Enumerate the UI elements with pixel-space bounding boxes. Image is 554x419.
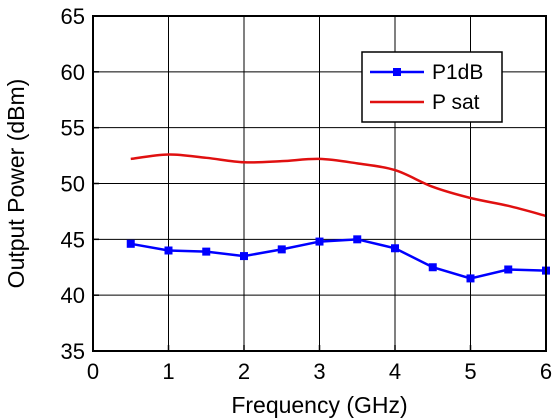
data-point-p1db <box>466 274 475 283</box>
x-tick-label: 0 <box>87 359 99 384</box>
data-point-p1db <box>164 246 173 255</box>
series-layer <box>126 153 550 283</box>
data-point-p1db <box>315 237 324 246</box>
data-point-p1db <box>391 244 399 253</box>
series-line-p1db <box>130 238 547 280</box>
legend-label-p1db: P1dB <box>432 61 483 84</box>
data-point-p1db <box>202 247 211 256</box>
x-tick-label: 1 <box>162 359 174 384</box>
x-tick-label: 5 <box>464 359 476 384</box>
y-tick-label: 50 <box>61 172 85 197</box>
x-tick-label: 4 <box>389 359 401 384</box>
data-point-p1db <box>428 263 437 272</box>
legend-marker-p1db <box>393 68 401 76</box>
x-axis-title: Frequency (GHz) <box>231 392 407 418</box>
data-point-p1db <box>277 245 286 254</box>
series-line-psat <box>130 153 547 218</box>
y-tick-label: 65 <box>61 4 85 29</box>
y-tick-label: 60 <box>61 60 85 85</box>
data-point-p1db <box>126 239 135 248</box>
x-tick-label: 2 <box>238 359 250 384</box>
legend: P1dB P sat <box>361 51 503 123</box>
y-axis-title: Output Power (dBm) <box>3 79 29 289</box>
y-tick-label: 35 <box>61 339 85 364</box>
data-point-p1db <box>240 252 248 261</box>
y-tick-label: 40 <box>61 283 85 308</box>
x-tick-label: 3 <box>313 359 325 384</box>
legend-label-psat: P sat <box>432 91 480 114</box>
y-tick-label: 55 <box>61 116 85 141</box>
y-tick-label: 45 <box>61 227 85 252</box>
data-point-p1db <box>504 265 513 274</box>
data-point-p1db <box>353 235 362 244</box>
x-tick-label: 6 <box>540 359 552 384</box>
legend-box <box>361 51 503 123</box>
